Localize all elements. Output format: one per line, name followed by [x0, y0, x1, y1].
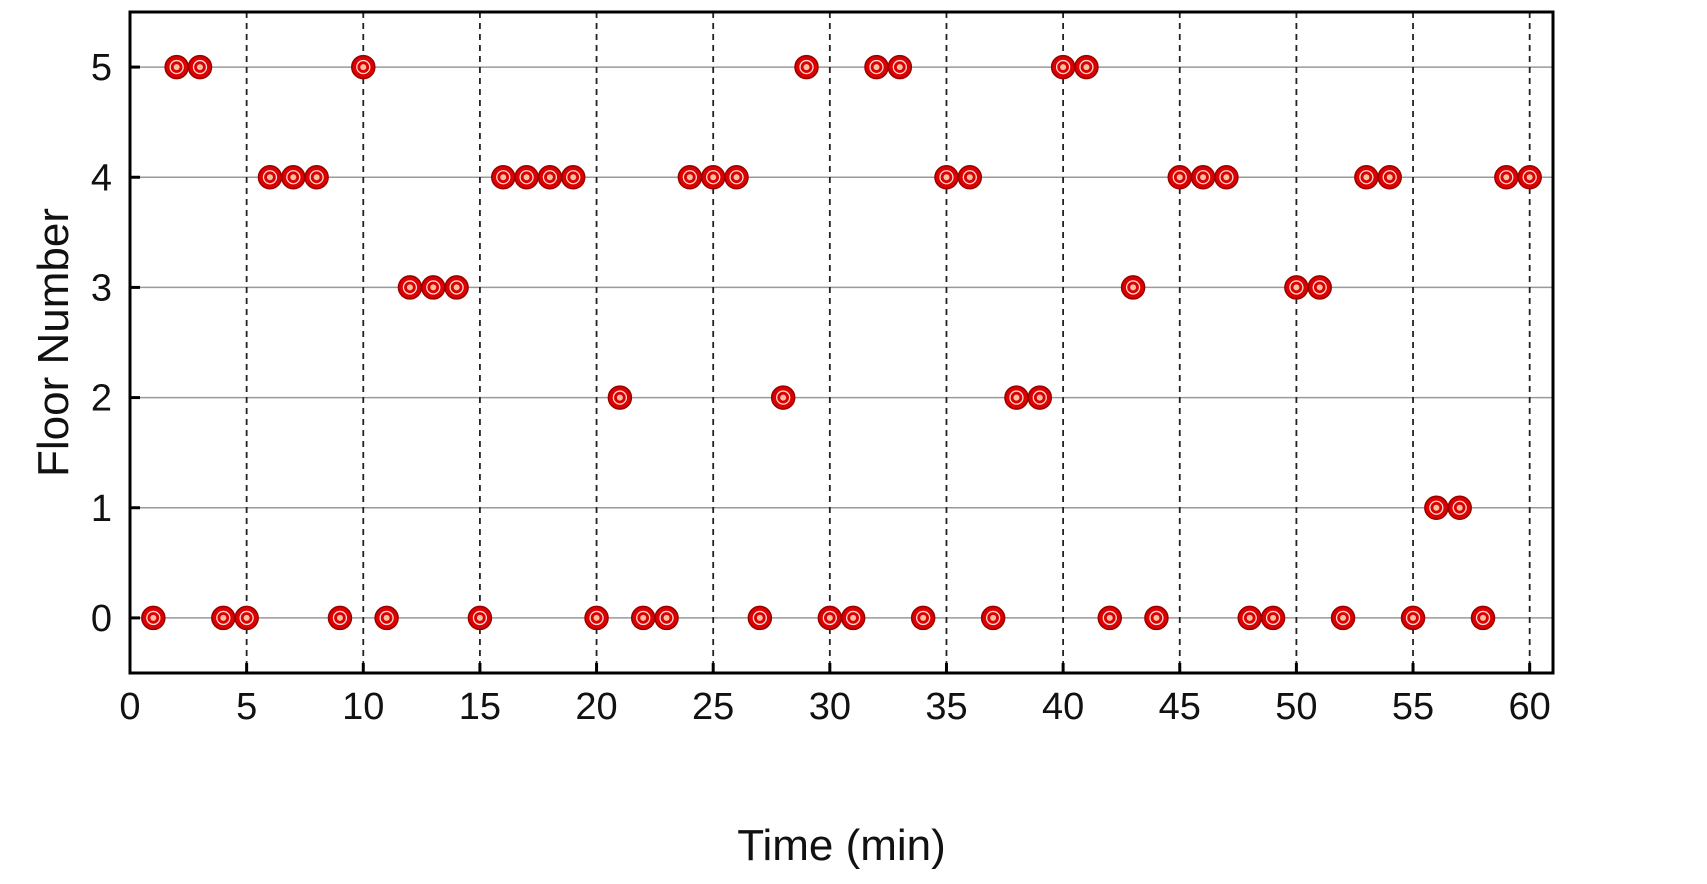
data-point — [304, 165, 329, 190]
data-point — [934, 165, 959, 190]
data-point — [1120, 275, 1146, 300]
plot-frame — [128, 10, 1555, 675]
data-point — [654, 605, 679, 631]
data-point — [560, 165, 586, 190]
x-tick-label: 40 — [1042, 686, 1084, 728]
data-point — [234, 605, 259, 631]
data-point — [980, 605, 1006, 631]
x-tick-label: 50 — [1275, 686, 1317, 728]
data-point — [444, 275, 469, 300]
data-point — [467, 605, 493, 631]
data-point — [537, 165, 563, 190]
data-point — [724, 165, 749, 190]
y-tick-label: 4 — [91, 157, 112, 199]
y-tick-label: 5 — [91, 47, 112, 89]
data-point — [817, 605, 843, 631]
data-point — [1284, 275, 1309, 300]
data-point — [1354, 165, 1379, 190]
data-point — [1424, 495, 1449, 520]
data-point — [421, 275, 446, 300]
data-point — [1050, 54, 1076, 80]
data-point — [211, 605, 236, 631]
x-tick-label: 15 — [459, 686, 501, 728]
data-point — [490, 165, 516, 190]
data-point — [1307, 275, 1332, 300]
data-point — [1004, 385, 1029, 410]
data-point — [677, 165, 703, 190]
data-point — [770, 385, 796, 410]
data-point — [840, 605, 866, 631]
data-point — [1517, 165, 1542, 190]
x-tick-label: 10 — [342, 686, 384, 728]
x-tick-label: 0 — [119, 686, 140, 728]
x-tick-label: 60 — [1509, 686, 1551, 728]
data-point — [584, 605, 609, 631]
data-point — [1190, 165, 1216, 190]
grid-lines — [130, 12, 1553, 673]
data-point — [514, 165, 539, 190]
data-point — [1074, 54, 1099, 80]
y-tick-label: 2 — [91, 378, 112, 420]
x-tick-label: 20 — [575, 686, 617, 728]
x-tick-label: 5 — [236, 686, 257, 728]
data-point — [1447, 495, 1472, 520]
data-point — [1097, 605, 1123, 631]
data-point — [141, 605, 166, 631]
data-points — [141, 54, 1542, 631]
data-point — [164, 54, 189, 80]
data-point — [397, 275, 423, 300]
y-tick-label: 3 — [91, 267, 112, 309]
data-point — [327, 605, 353, 631]
data-point — [747, 605, 773, 631]
y-axis-title: Floor Number — [29, 208, 78, 477]
data-point — [700, 165, 726, 190]
x-tick-label: 55 — [1392, 686, 1434, 728]
data-point — [1144, 605, 1169, 631]
y-tick-label: 0 — [91, 598, 112, 640]
data-point — [794, 54, 819, 80]
data-point — [957, 165, 983, 190]
y-tick-label: 1 — [91, 488, 112, 530]
data-point — [1400, 605, 1426, 631]
data-point — [1260, 605, 1286, 631]
data-point — [351, 54, 376, 80]
data-point — [281, 165, 306, 190]
data-point — [607, 385, 633, 410]
x-tick-label: 25 — [692, 686, 734, 728]
data-point — [1167, 165, 1193, 190]
data-point — [864, 54, 889, 80]
data-point — [1377, 165, 1402, 190]
data-point — [1027, 385, 1053, 410]
data-point — [374, 605, 399, 631]
data-point — [257, 165, 283, 190]
x-tick-label: 30 — [809, 686, 851, 728]
data-point — [1330, 605, 1356, 631]
data-point — [1237, 605, 1262, 631]
x-axis-title: Time (min) — [737, 821, 946, 870]
data-point — [1470, 605, 1496, 631]
data-point — [910, 605, 936, 631]
x-tick-label: 45 — [1159, 686, 1201, 728]
data-point — [187, 54, 213, 80]
data-point — [1494, 165, 1519, 190]
data-point — [1214, 165, 1239, 190]
data-point — [630, 605, 656, 631]
x-tick-label: 35 — [925, 686, 967, 728]
data-point — [887, 54, 913, 80]
